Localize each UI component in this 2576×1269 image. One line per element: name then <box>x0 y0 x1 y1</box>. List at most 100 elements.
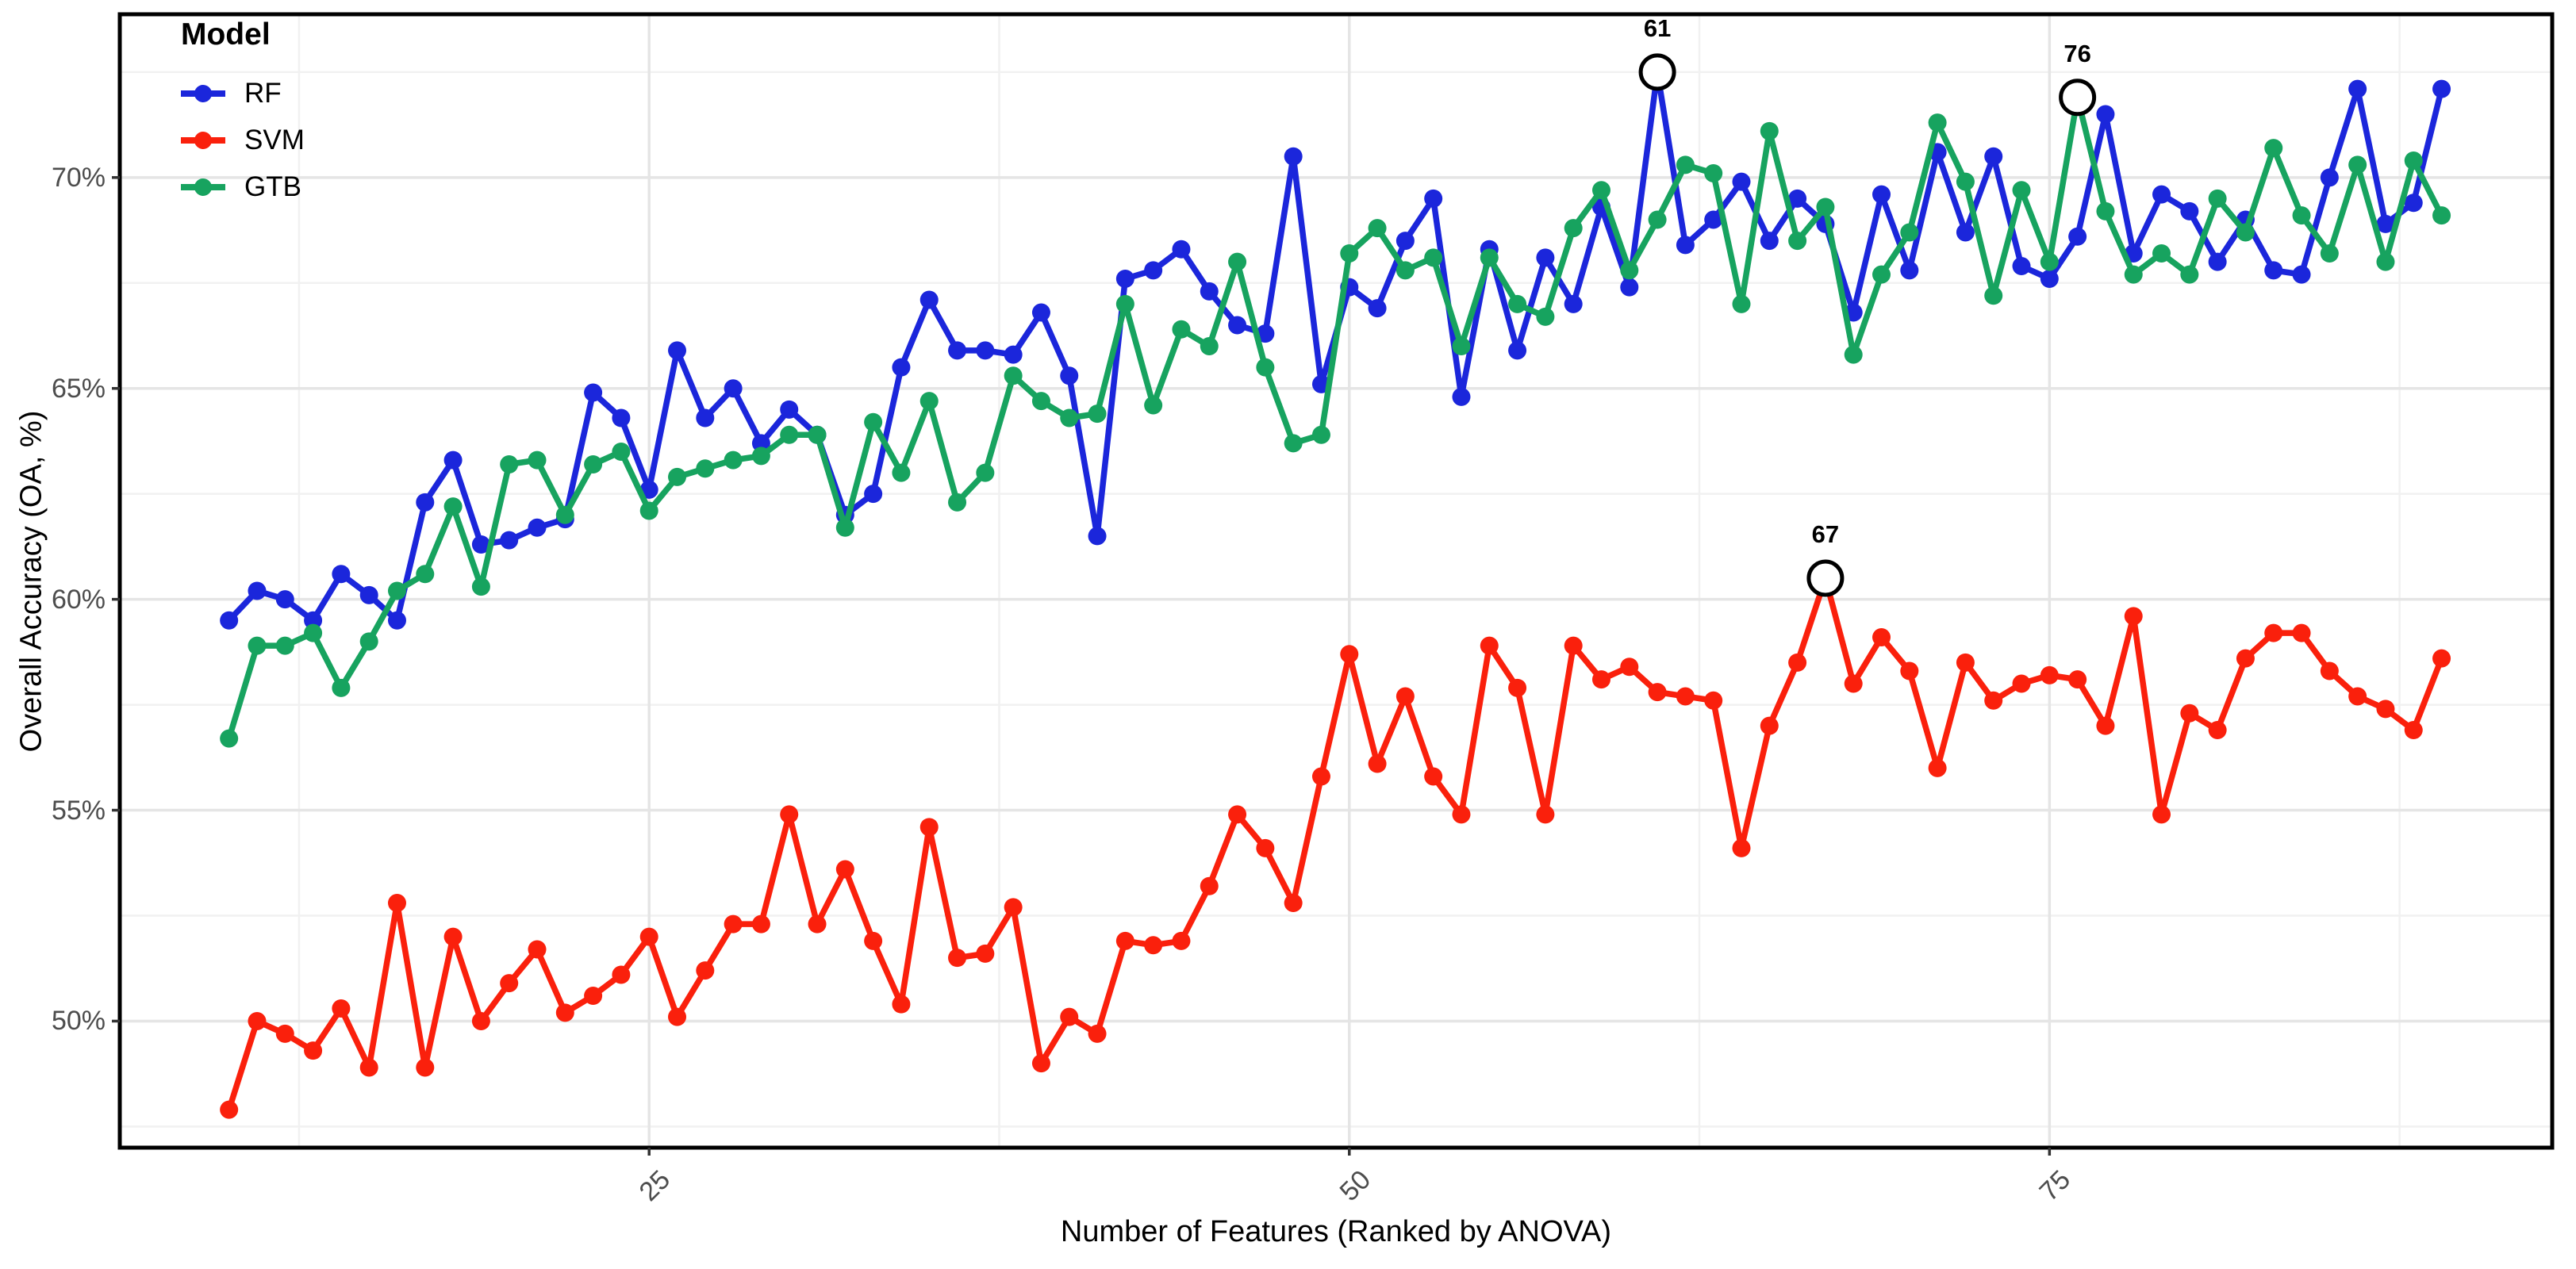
rf-data-point <box>892 358 911 377</box>
rf-data-point <box>471 535 490 554</box>
rf-data-point <box>1395 232 1415 251</box>
gtb-data-point <box>919 392 939 411</box>
rf-data-point <box>948 341 967 360</box>
gtb-data-point <box>835 518 854 537</box>
gtb-data-point <box>976 463 995 482</box>
svm-data-point <box>1228 805 1247 824</box>
rf-data-point <box>1200 282 1219 301</box>
rf-data-point <box>528 518 547 537</box>
gtb-data-point <box>639 501 658 520</box>
gtb-data-point <box>1368 219 1387 238</box>
gtb-data-point <box>1956 172 1975 191</box>
rf-data-point <box>2320 168 2339 187</box>
svm-data-point <box>275 1024 294 1043</box>
rf-data-point <box>1004 345 1023 364</box>
svm-data-point <box>1676 687 1695 706</box>
gtb-data-point <box>275 636 294 655</box>
rf-data-point <box>332 565 351 584</box>
y-tick-label-55%: 55% <box>51 795 106 826</box>
legend-label-svm: SVM <box>244 124 305 155</box>
legend-item-svm: SVM <box>181 117 305 163</box>
svm-data-point <box>359 1058 378 1077</box>
gtb-data-point <box>1536 307 1555 326</box>
legend-item-gtb: GTB <box>181 163 305 210</box>
rf-data-point <box>1676 236 1695 255</box>
rf-data-point <box>1228 316 1247 335</box>
rf-data-point <box>275 590 294 609</box>
rf-data-point <box>1060 366 1079 385</box>
svm-data-point <box>1760 716 1779 735</box>
gtb-data-point <box>387 581 406 600</box>
svm-data-point <box>808 914 827 934</box>
svm-data-point <box>751 914 770 934</box>
rf-data-point <box>668 341 687 360</box>
legend-label-rf: RF <box>244 77 282 109</box>
gtb-data-point <box>2124 265 2143 284</box>
rf-data-point <box>1984 147 2003 166</box>
gtb-data-point <box>584 454 603 473</box>
gtb-data-point <box>1004 366 1023 385</box>
rf-data-point <box>2096 105 2115 124</box>
svm-data-point <box>443 927 463 946</box>
rf-data-point <box>443 450 463 470</box>
svm-data-point <box>2432 649 2451 668</box>
gtb-data-point <box>1144 396 1163 415</box>
gtb-data-point <box>2404 151 2423 171</box>
rf-data-point <box>1031 303 1050 322</box>
svm-data-point <box>1480 636 1499 655</box>
annotation-circle-61 <box>1638 53 1676 91</box>
annotation-label-76: 76 <box>2063 39 2091 67</box>
gtb-data-point <box>1088 404 1107 424</box>
svm-data-point <box>304 1041 323 1060</box>
gtb-data-point <box>2348 155 2367 174</box>
svm-data-point <box>1060 1007 1079 1026</box>
svm-data-point <box>1031 1054 1050 1073</box>
svm-data-point <box>2236 649 2255 668</box>
panel-border <box>117 12 2555 1150</box>
rf-data-point <box>2292 265 2311 284</box>
svm-data-point <box>2180 704 2199 723</box>
svm-data-point <box>1368 754 1387 773</box>
rf-data-point <box>696 408 715 427</box>
svm-data-point <box>2124 607 2143 626</box>
rf-data-point <box>416 493 435 512</box>
svm-data-point <box>864 931 883 950</box>
gtb-data-point <box>612 442 631 461</box>
gtb-data-point <box>1676 155 1695 174</box>
svm-data-point <box>835 860 854 879</box>
annotation-circle-76 <box>2059 79 2097 117</box>
gtb-data-point <box>1060 408 1079 427</box>
gtb-data-point <box>500 454 519 473</box>
rf-data-point <box>1508 341 1527 360</box>
rf-data-point <box>2348 79 2367 98</box>
svm-data-point <box>696 961 715 980</box>
svm-data-point <box>584 987 603 1006</box>
gtb-data-point <box>1228 252 1247 271</box>
gtb-data-point <box>1284 434 1303 453</box>
y-tick-label-60%: 60% <box>51 584 106 615</box>
gtb-data-point <box>1311 425 1330 444</box>
rf-data-point <box>2068 227 2087 246</box>
svm-data-point <box>612 965 631 984</box>
rf-data-point <box>1256 324 1275 343</box>
rf-data-point <box>2376 214 2395 233</box>
gtb-data-point <box>1704 163 1723 182</box>
rf-data-point <box>1115 269 1134 288</box>
rf-data-point <box>1424 189 1443 208</box>
gtb-data-point <box>1480 248 1499 267</box>
gtb-data-point <box>724 450 743 470</box>
svm-data-point <box>2404 720 2423 739</box>
svm-data-point <box>1844 674 1863 693</box>
gtb-data-point <box>2152 244 2171 263</box>
rf-data-point <box>1900 261 1919 280</box>
gtb-data-point <box>1424 248 1443 267</box>
rf-data-point <box>584 383 603 402</box>
gtb-data-point <box>1900 223 1919 242</box>
rf-data-point <box>2040 269 2059 288</box>
rf-data-point <box>1172 240 1191 259</box>
svm-data-point <box>2264 623 2283 642</box>
y-axis-title: Overall Accuracy (OA, %) <box>14 410 48 753</box>
legend-item-rf: RF <box>181 70 305 117</box>
rf-data-point <box>304 611 323 630</box>
